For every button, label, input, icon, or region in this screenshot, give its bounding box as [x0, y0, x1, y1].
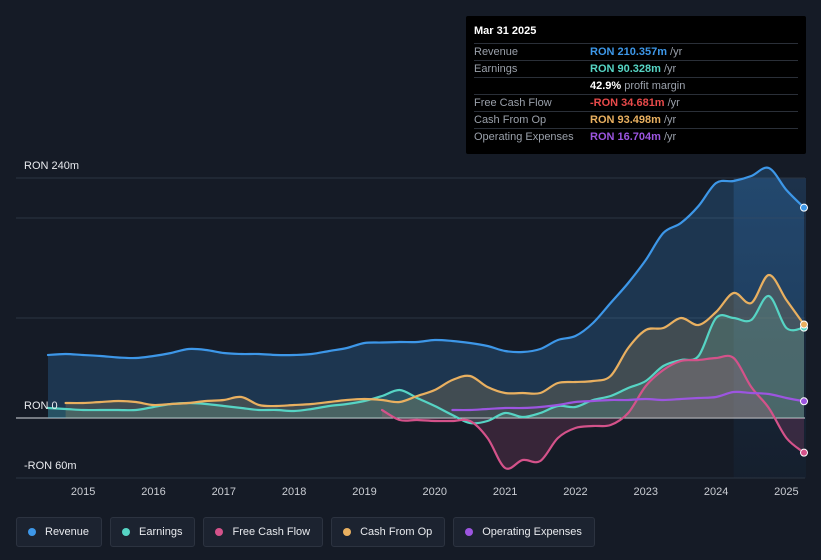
legend-label: Operating Expenses	[482, 526, 582, 538]
tooltip-label: Earnings	[474, 63, 518, 75]
tooltip-date: Mar 31 2025	[474, 25, 537, 37]
x-tick-label: 2022	[563, 486, 587, 498]
y-label-top: RON 240m	[24, 160, 80, 172]
tooltip-unit: /yr	[663, 131, 677, 143]
legend-label: Revenue	[45, 526, 90, 538]
legend-label: Cash From Op	[360, 526, 433, 538]
free-cash-flow-end-point	[800, 448, 808, 457]
tooltip-value: RON 93.498m	[590, 114, 661, 126]
tooltip-label: Free Cash Flow	[474, 97, 552, 109]
free-cash-flow-line	[380, 354, 806, 470]
legend-dot-icon	[465, 528, 474, 536]
legend-item-earnings[interactable]: Earnings	[110, 517, 196, 547]
tooltip-value: 42.9%	[590, 80, 622, 92]
x-tick-label: 2020	[423, 486, 447, 498]
x-tick-label: 2017	[212, 486, 236, 498]
legend-label: Earnings	[139, 526, 183, 538]
tooltip-row-profit-margin: 42.9% profit margin	[474, 77, 798, 94]
legend: Revenue Earnings Free Cash Flow Cash Fro…	[16, 517, 595, 547]
legend-dot-icon	[343, 528, 352, 536]
legend-item-cash-from-op[interactable]: Cash From Op	[331, 517, 446, 547]
tooltip-row-operating-expenses: Operating Expenses RON 16.704m /yr	[474, 128, 798, 145]
chart-area: 2015 2016 2017 2018 2019 2020 2021 2022 2023 2024…	[16, 166, 808, 498]
legend-dot-icon	[122, 528, 131, 536]
tooltip-row-cash-from-op: Cash From Op RON 93.498m /yr	[474, 111, 798, 128]
tooltip-unit: /yr	[667, 97, 680, 109]
x-tick-label: 2018	[282, 486, 306, 498]
y-label-zero: RON 0	[24, 400, 58, 412]
x-tick-label: 2019	[352, 486, 376, 498]
cash-from-op-area	[65, 274, 805, 418]
x-tick-label: 2025	[774, 486, 798, 498]
x-tick-label: 2024	[704, 486, 728, 498]
tooltip-row-free-cash-flow: Free Cash Flow -RON 34.681m /yr	[474, 94, 798, 111]
tooltip-unit: /yr	[670, 46, 683, 58]
revenue-end-point	[800, 203, 808, 212]
operating-expenses-line	[451, 390, 806, 412]
cash-from-op-end-point	[800, 320, 808, 329]
tooltip-value: RON 90.328m	[590, 63, 661, 75]
tooltip-label: Revenue	[474, 46, 519, 58]
tooltip-unit: profit margin	[624, 80, 686, 92]
free-cash-flow-area	[382, 355, 804, 469]
legend-item-revenue[interactable]: Revenue	[16, 517, 103, 547]
highlight-region	[733, 178, 806, 478]
tooltip-value: RON 16.704m	[590, 131, 661, 143]
x-tick-label: 2021	[493, 486, 517, 498]
tooltip-value: -RON 34.681m	[590, 97, 665, 109]
y-label-bottom: -RON 60m	[24, 460, 77, 472]
legend-dot-icon	[28, 528, 36, 536]
revenue-area	[48, 167, 804, 418]
tooltip-row-revenue: Revenue RON 210.357m /yr	[474, 43, 798, 60]
legend-item-operating-expenses[interactable]: Operating Expenses	[453, 517, 595, 547]
legend-label: Free Cash Flow	[232, 526, 311, 538]
cash-from-op-line	[64, 273, 806, 408]
tooltip-row-earnings: Earnings RON 90.328m /yr	[474, 60, 798, 77]
tooltip-label	[474, 78, 590, 94]
tooltip-label: Cash From Op	[474, 114, 547, 126]
tooltip-unit: /yr	[663, 63, 677, 75]
legend-item-free-cash-flow[interactable]: Free Cash Flow	[203, 517, 324, 547]
x-tick-label: 2023	[634, 486, 658, 498]
tooltip-label: Operating Expenses	[474, 131, 574, 143]
revenue-line	[46, 166, 806, 360]
tooltip-unit: /yr	[663, 114, 677, 126]
x-tick-label: 2015	[71, 486, 95, 498]
x-tick-label: 2016	[141, 486, 165, 498]
tooltip-value: RON 210.357m	[590, 46, 668, 58]
operating-expenses-end-point	[800, 397, 808, 406]
data-tooltip: Mar 31 2025 Revenue RON 210.357m /yr Ear…	[466, 16, 806, 154]
legend-dot-icon	[215, 528, 224, 536]
